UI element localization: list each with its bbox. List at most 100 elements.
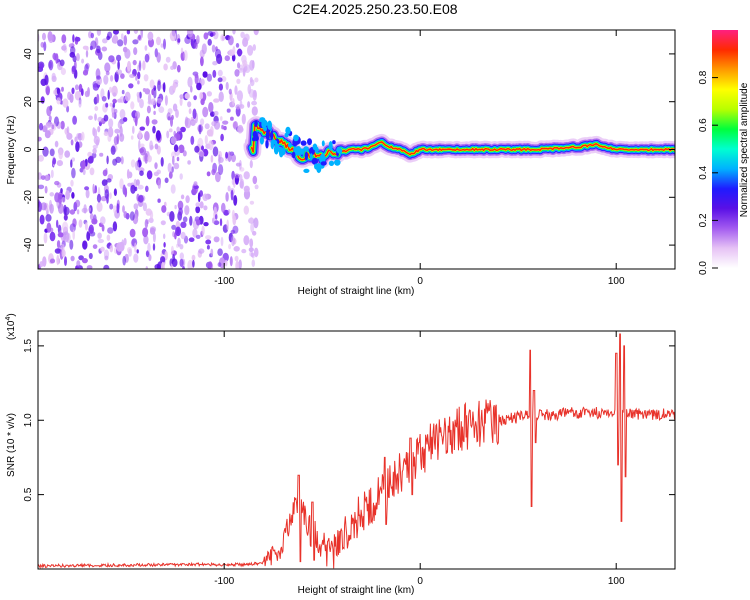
noise-blob: [134, 186, 138, 192]
noise-blob: [169, 211, 175, 222]
noise-blob: [130, 159, 136, 168]
noise-blob: [112, 98, 117, 104]
noise-blob: [139, 143, 145, 148]
noise-blob: [78, 219, 83, 228]
noise-blob: [92, 183, 95, 194]
noise-blob: [111, 112, 115, 118]
noise-blob: [76, 53, 80, 62]
noise-blob: [202, 193, 209, 202]
noise-blob: [97, 232, 102, 239]
colorbar-label: Normalized spectral amplitude: [739, 82, 750, 217]
noise-blob: [160, 256, 166, 264]
noise-blob: [119, 109, 126, 119]
noise-blob: [164, 177, 169, 184]
noise-blob: [80, 88, 84, 96]
noise-blob: [49, 203, 54, 214]
noise-blob: [74, 136, 78, 143]
noise-blob: [61, 244, 65, 252]
noise-blob: [63, 231, 70, 243]
colorbar-tick-label: 0.2: [698, 213, 709, 227]
ridge-blob: [285, 126, 291, 135]
noise-blob: [253, 30, 259, 36]
noise-blob: [113, 205, 117, 214]
noise-blob: [166, 130, 170, 139]
noise-blob: [81, 131, 85, 141]
noise-blob: [104, 255, 109, 261]
noise-blob: [175, 226, 182, 237]
noise-blob: [144, 131, 150, 141]
noise-blob: [229, 256, 233, 267]
noise-blob: [60, 120, 65, 130]
ridge-blob: [336, 147, 343, 154]
noise-blob: [97, 126, 101, 133]
noise-blob: [99, 152, 104, 157]
noise-blob: [177, 237, 181, 247]
noise-blob: [236, 78, 241, 85]
noise-blob: [119, 178, 124, 190]
noise-blob: [69, 223, 76, 233]
noise-blob: [228, 35, 234, 46]
noise-blob: [135, 179, 140, 186]
noise-blob: [212, 217, 215, 224]
noise-blob: [225, 151, 229, 159]
noise-blob: [116, 203, 120, 214]
noise-blob: [230, 229, 236, 234]
noise-blob: [228, 243, 232, 250]
noise-blob: [212, 61, 218, 66]
noise-blob: [63, 214, 68, 221]
noise-blob: [217, 77, 223, 83]
noise-blob: [114, 108, 118, 114]
noise-blob: [151, 88, 155, 96]
noise-blob: [212, 146, 219, 157]
noise-blob: [56, 97, 61, 105]
noise-blob: [252, 175, 258, 185]
noise-blob: [172, 82, 177, 91]
noise-blob: [127, 247, 132, 254]
noise-blob: [61, 34, 67, 44]
noise-blob: [51, 72, 56, 80]
snr-xlabel: Height of straight line (km): [298, 585, 415, 596]
noise-blob: [179, 173, 183, 180]
noise-blob: [180, 126, 186, 133]
noise-blob: [220, 236, 224, 247]
noise-blob: [40, 175, 46, 181]
noise-blob: [82, 240, 88, 250]
noise-blob: [197, 137, 204, 149]
noise-blob: [40, 202, 47, 211]
noise-blob: [219, 218, 223, 227]
noise-blob: [199, 201, 204, 209]
ridge-blob: [259, 136, 264, 145]
noise-blob: [243, 235, 250, 246]
ridge-blob: [293, 134, 299, 142]
noise-blob: [232, 98, 235, 106]
noise-blob: [42, 32, 46, 41]
noise-blob: [224, 55, 230, 62]
ridge-blob: [332, 140, 336, 145]
spectrogram-xtick-label: 0: [417, 276, 423, 287]
noise-blob: [97, 116, 103, 123]
noise-blob: [203, 32, 209, 40]
noise-blob: [142, 60, 146, 71]
noise-blob: [210, 155, 214, 163]
noise-blob: [202, 106, 209, 118]
noise-blob: [247, 101, 251, 108]
noise-blob: [193, 185, 200, 190]
noise-blob: [51, 124, 55, 130]
noise-blob: [180, 47, 184, 54]
noise-blob: [133, 203, 139, 210]
noise-blob: [182, 265, 185, 269]
ridge-blob: [309, 153, 313, 161]
noise-blob: [108, 242, 111, 247]
noise-blob: [117, 60, 120, 70]
noise-blob: [212, 69, 217, 78]
noise-blob: [76, 260, 81, 268]
noise-blob: [226, 219, 229, 231]
noise-blob: [135, 160, 139, 171]
noise-blob: [143, 235, 149, 245]
noise-blob: [195, 202, 200, 208]
noise-blob: [152, 125, 156, 134]
noise-blob: [235, 43, 240, 48]
noise-blob: [220, 116, 223, 121]
noise-blob: [106, 194, 109, 204]
noise-blob: [253, 217, 259, 229]
